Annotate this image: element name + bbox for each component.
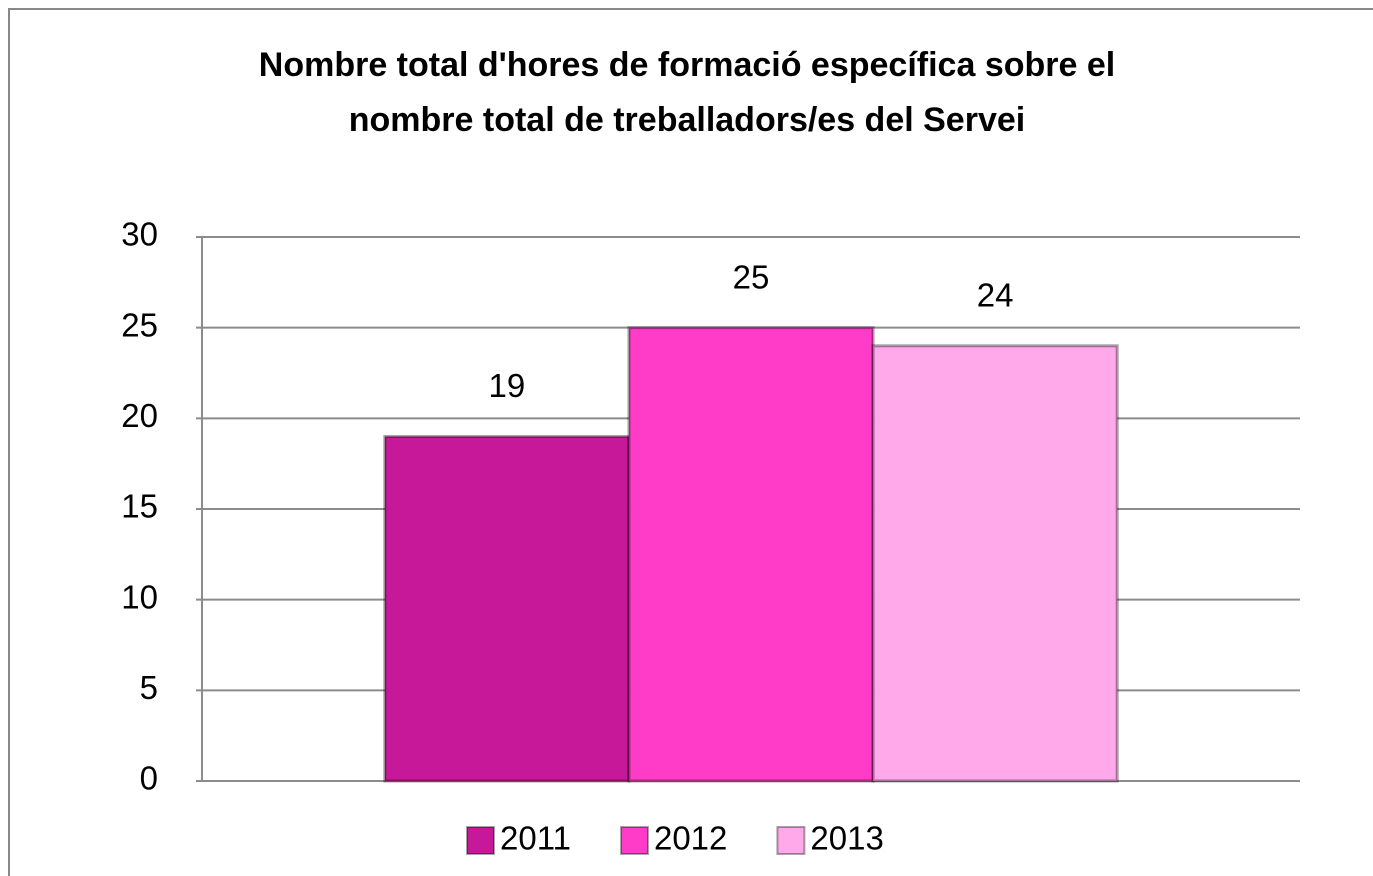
bar — [627, 326, 875, 783]
legend-swatch — [466, 826, 495, 855]
data-label: 24 — [977, 277, 1014, 314]
y-tick-label: 15 — [121, 488, 158, 525]
data-label: 19 — [489, 367, 526, 404]
chart-title: nombre total de treballadors/es del Serv… — [349, 101, 1025, 139]
bar — [383, 434, 631, 783]
y-tick-label: 25 — [121, 306, 158, 343]
legend-label: 2012 — [654, 820, 727, 857]
y-tick-label: 10 — [121, 578, 158, 615]
data-label: 25 — [733, 258, 770, 295]
y-tick-label: 0 — [140, 760, 158, 797]
y-tick-label: 5 — [140, 669, 158, 706]
legend-swatch — [776, 826, 806, 855]
legend-label: 2013 — [810, 820, 883, 857]
bar — [871, 344, 1119, 783]
legend-swatch — [619, 826, 649, 855]
chart-title: Nombre total d'hores de formació específ… — [259, 46, 1115, 84]
legend-label: 2011 — [500, 820, 571, 857]
y-tick-label: 30 — [121, 216, 158, 253]
y-tick-label: 20 — [121, 397, 158, 434]
